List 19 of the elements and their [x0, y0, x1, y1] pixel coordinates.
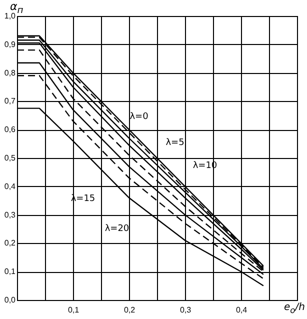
annotation: λ=5 [166, 138, 184, 148]
x-tick-label: 0,3 [180, 306, 192, 314]
x-tick-label: 0,1 [68, 306, 80, 314]
x-tick-label: 0,4 [236, 306, 248, 314]
y-tick-label: 0,7 [4, 96, 16, 106]
y-tick-label: 0,3 [4, 210, 16, 220]
y-tick-label: 0,2 [4, 238, 16, 248]
y-tick-label: 0,0 [4, 296, 16, 304]
x-axis-title: e$_{o}$/h [284, 302, 305, 315]
annotation: λ=0 [130, 112, 149, 122]
y-tick-label: 0,5 [4, 154, 16, 162]
y-tick-label: 0,1 [4, 267, 16, 276]
y-tick-label: 0,9 [4, 40, 16, 49]
y-tick-label: 0,6 [4, 125, 16, 134]
x-tick-label: 0,2 [124, 306, 136, 314]
annotation: λ=20 [104, 224, 130, 234]
y-tick-label: 0,8 [4, 68, 16, 78]
y-tick-label: 1,0 [4, 12, 16, 20]
y-tick-label: 0,4 [4, 182, 16, 191]
